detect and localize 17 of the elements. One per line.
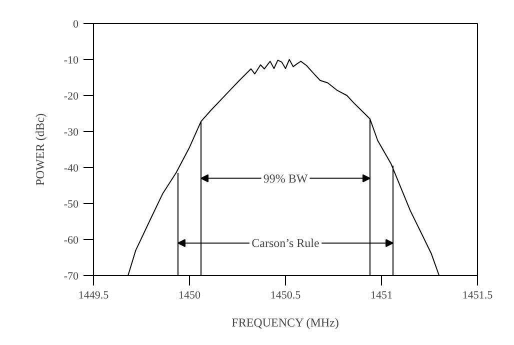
y-tick-label: -70	[64, 270, 79, 282]
x-tick-label: 1451.5	[462, 290, 494, 302]
x-tick-label: 1449.5	[78, 290, 110, 302]
x-tick-label: 1450	[178, 290, 201, 302]
annotation: Carson’s Rule	[252, 236, 320, 250]
y-tick-label: 0	[73, 18, 79, 30]
y-tick-label: -60	[64, 234, 79, 246]
x-tick-label: 1450.5	[270, 290, 302, 302]
x-axis-title: FREQUENCY (MHz)	[232, 316, 339, 330]
y-tick-label: -10	[64, 54, 79, 66]
annotation: 99% BW	[263, 171, 308, 186]
y-tick-label: -40	[64, 162, 79, 174]
x-tick-label: 1451	[370, 290, 392, 302]
y-tick-label: -30	[64, 126, 79, 138]
y-tick-label: -20	[64, 90, 79, 102]
y-tick-label: -50	[64, 198, 79, 210]
y-axis-title: POWER (dBc)	[32, 113, 47, 186]
